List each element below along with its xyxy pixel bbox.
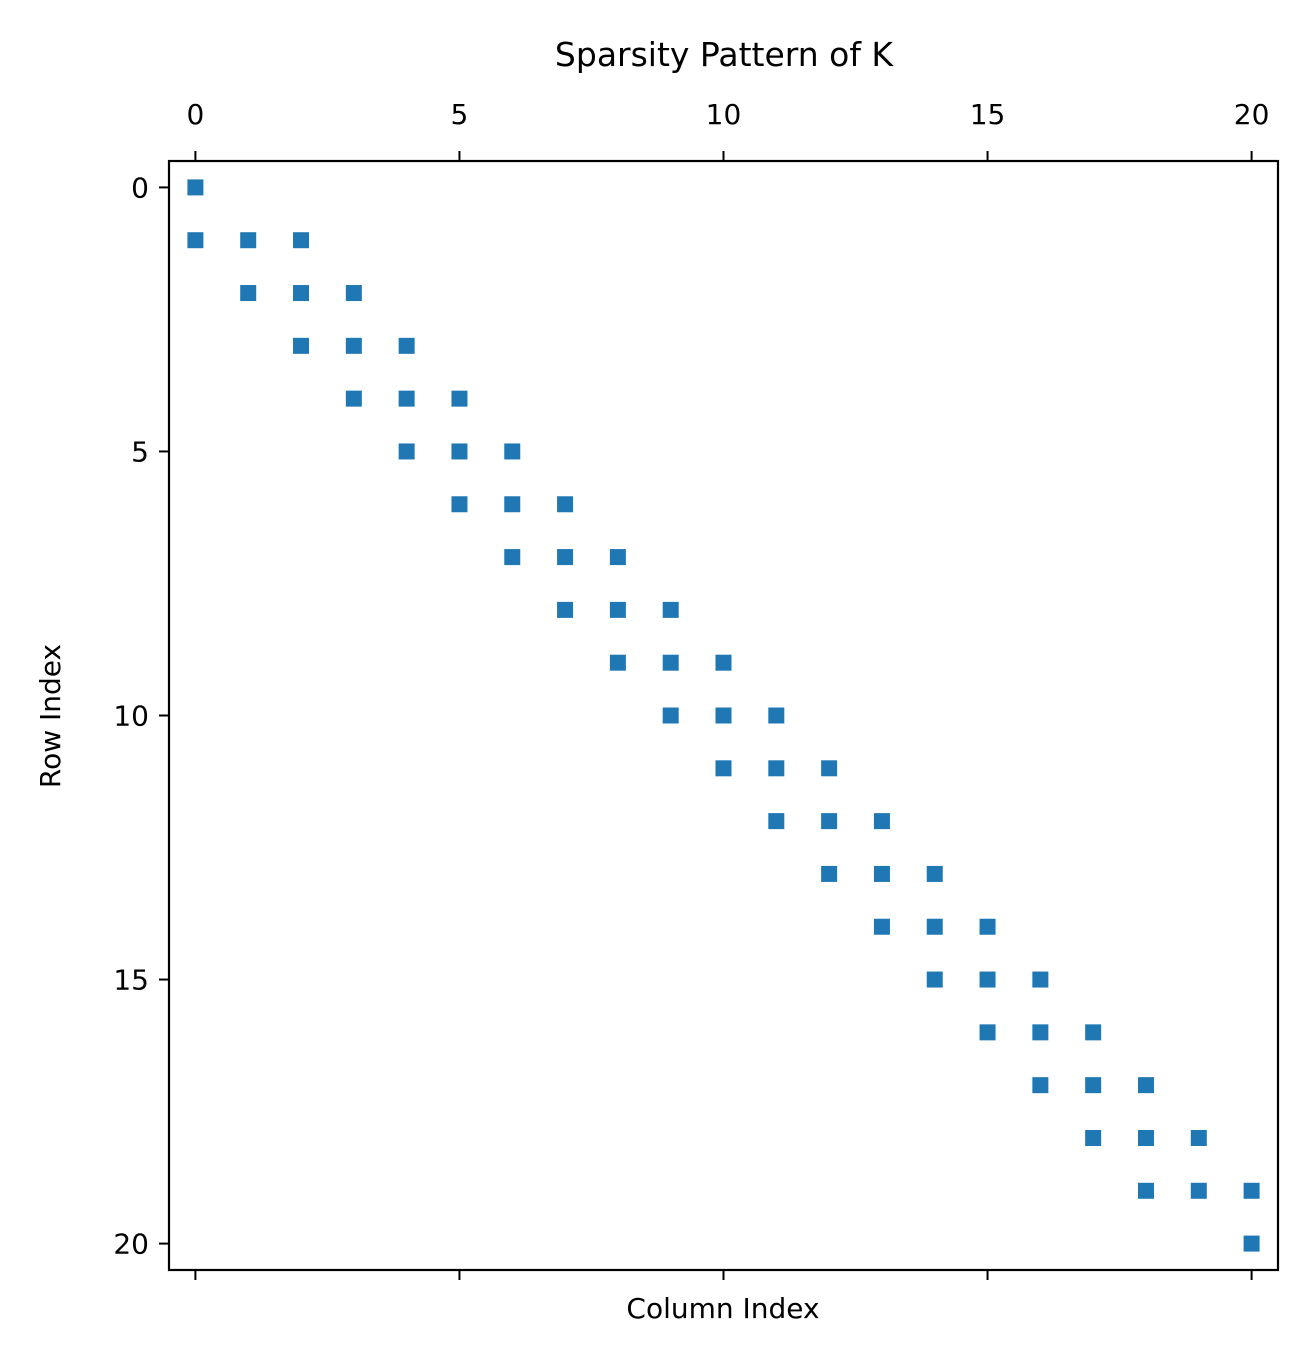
nonzero-marker bbox=[557, 496, 574, 513]
nonzero-marker bbox=[1032, 971, 1049, 988]
x-tick-label: 15 bbox=[970, 98, 1006, 131]
y-tick-label: 10 bbox=[113, 700, 149, 733]
chart-title: Sparsity Pattern of K bbox=[555, 35, 895, 74]
nonzero-marker bbox=[345, 285, 362, 302]
nonzero-marker bbox=[345, 337, 362, 354]
nonzero-marker bbox=[768, 813, 785, 830]
nonzero-marker bbox=[557, 601, 574, 618]
nonzero-marker bbox=[715, 707, 732, 724]
nonzero-marker bbox=[1085, 1077, 1102, 1094]
nonzero-marker bbox=[979, 971, 996, 988]
x-tick-label: 20 bbox=[1234, 98, 1270, 131]
nonzero-marker bbox=[1032, 1077, 1049, 1094]
nonzero-marker bbox=[926, 971, 943, 988]
nonzero-marker bbox=[293, 285, 310, 302]
nonzero-marker bbox=[768, 707, 785, 724]
nonzero-marker bbox=[609, 549, 626, 566]
nonzero-marker bbox=[662, 654, 679, 671]
nonzero-marker bbox=[504, 549, 521, 566]
x-tick-label: 10 bbox=[706, 98, 742, 131]
nonzero-marker bbox=[504, 496, 521, 513]
y-tick-label: 0 bbox=[131, 171, 149, 204]
nonzero-marker bbox=[1243, 1182, 1260, 1199]
nonzero-marker bbox=[821, 865, 838, 882]
nonzero-marker bbox=[1137, 1182, 1154, 1199]
nonzero-marker bbox=[768, 760, 785, 777]
x-axis-ticks: 0 5 10 15 20 bbox=[186, 98, 1269, 1280]
nonzero-marker bbox=[240, 232, 257, 249]
nonzero-marker bbox=[1085, 1024, 1102, 1041]
nonzero-marker bbox=[1137, 1129, 1154, 1146]
nonzero-marker bbox=[451, 390, 468, 407]
nonzero-marker bbox=[979, 918, 996, 935]
y-axis-ticks: 0 5 10 15 20 bbox=[113, 171, 169, 1261]
x-tick-label: 5 bbox=[451, 98, 469, 131]
plot-frame bbox=[167, 159, 1280, 1272]
nonzero-marker bbox=[293, 337, 310, 354]
nonzero-marker bbox=[873, 813, 890, 830]
nonzero-marker bbox=[398, 337, 415, 354]
nonzero-marker bbox=[821, 813, 838, 830]
nonzero-marker bbox=[451, 443, 468, 460]
data-markers bbox=[187, 179, 1260, 1252]
x-axis-label: Column Index bbox=[626, 1292, 819, 1325]
nonzero-marker bbox=[557, 549, 574, 566]
nonzero-marker bbox=[715, 654, 732, 671]
y-tick-label: 5 bbox=[131, 435, 149, 468]
nonzero-marker bbox=[926, 865, 943, 882]
nonzero-marker bbox=[821, 760, 838, 777]
nonzero-marker bbox=[609, 654, 626, 671]
nonzero-marker bbox=[609, 601, 626, 618]
nonzero-marker bbox=[293, 232, 310, 249]
nonzero-marker bbox=[662, 601, 679, 618]
nonzero-marker bbox=[1032, 1024, 1049, 1041]
y-axis-label: Row Index bbox=[34, 644, 67, 788]
nonzero-marker bbox=[187, 179, 204, 196]
nonzero-marker bbox=[504, 443, 521, 460]
nonzero-marker bbox=[873, 918, 890, 935]
nonzero-marker bbox=[1243, 1235, 1260, 1252]
nonzero-marker bbox=[240, 285, 257, 302]
nonzero-marker bbox=[926, 918, 943, 935]
nonzero-marker bbox=[662, 707, 679, 724]
nonzero-marker bbox=[1190, 1182, 1207, 1199]
y-tick-label: 20 bbox=[113, 1228, 149, 1261]
nonzero-marker bbox=[1137, 1077, 1154, 1094]
nonzero-marker bbox=[715, 760, 732, 777]
x-tick-label: 0 bbox=[186, 98, 204, 131]
nonzero-marker bbox=[451, 496, 468, 513]
nonzero-marker bbox=[873, 865, 890, 882]
nonzero-marker bbox=[979, 1024, 996, 1041]
nonzero-marker bbox=[398, 390, 415, 407]
nonzero-marker bbox=[1190, 1129, 1207, 1146]
y-tick-label: 15 bbox=[113, 964, 149, 997]
nonzero-marker bbox=[345, 390, 362, 407]
nonzero-marker bbox=[398, 443, 415, 460]
nonzero-marker bbox=[1085, 1129, 1102, 1146]
nonzero-marker bbox=[187, 232, 204, 249]
